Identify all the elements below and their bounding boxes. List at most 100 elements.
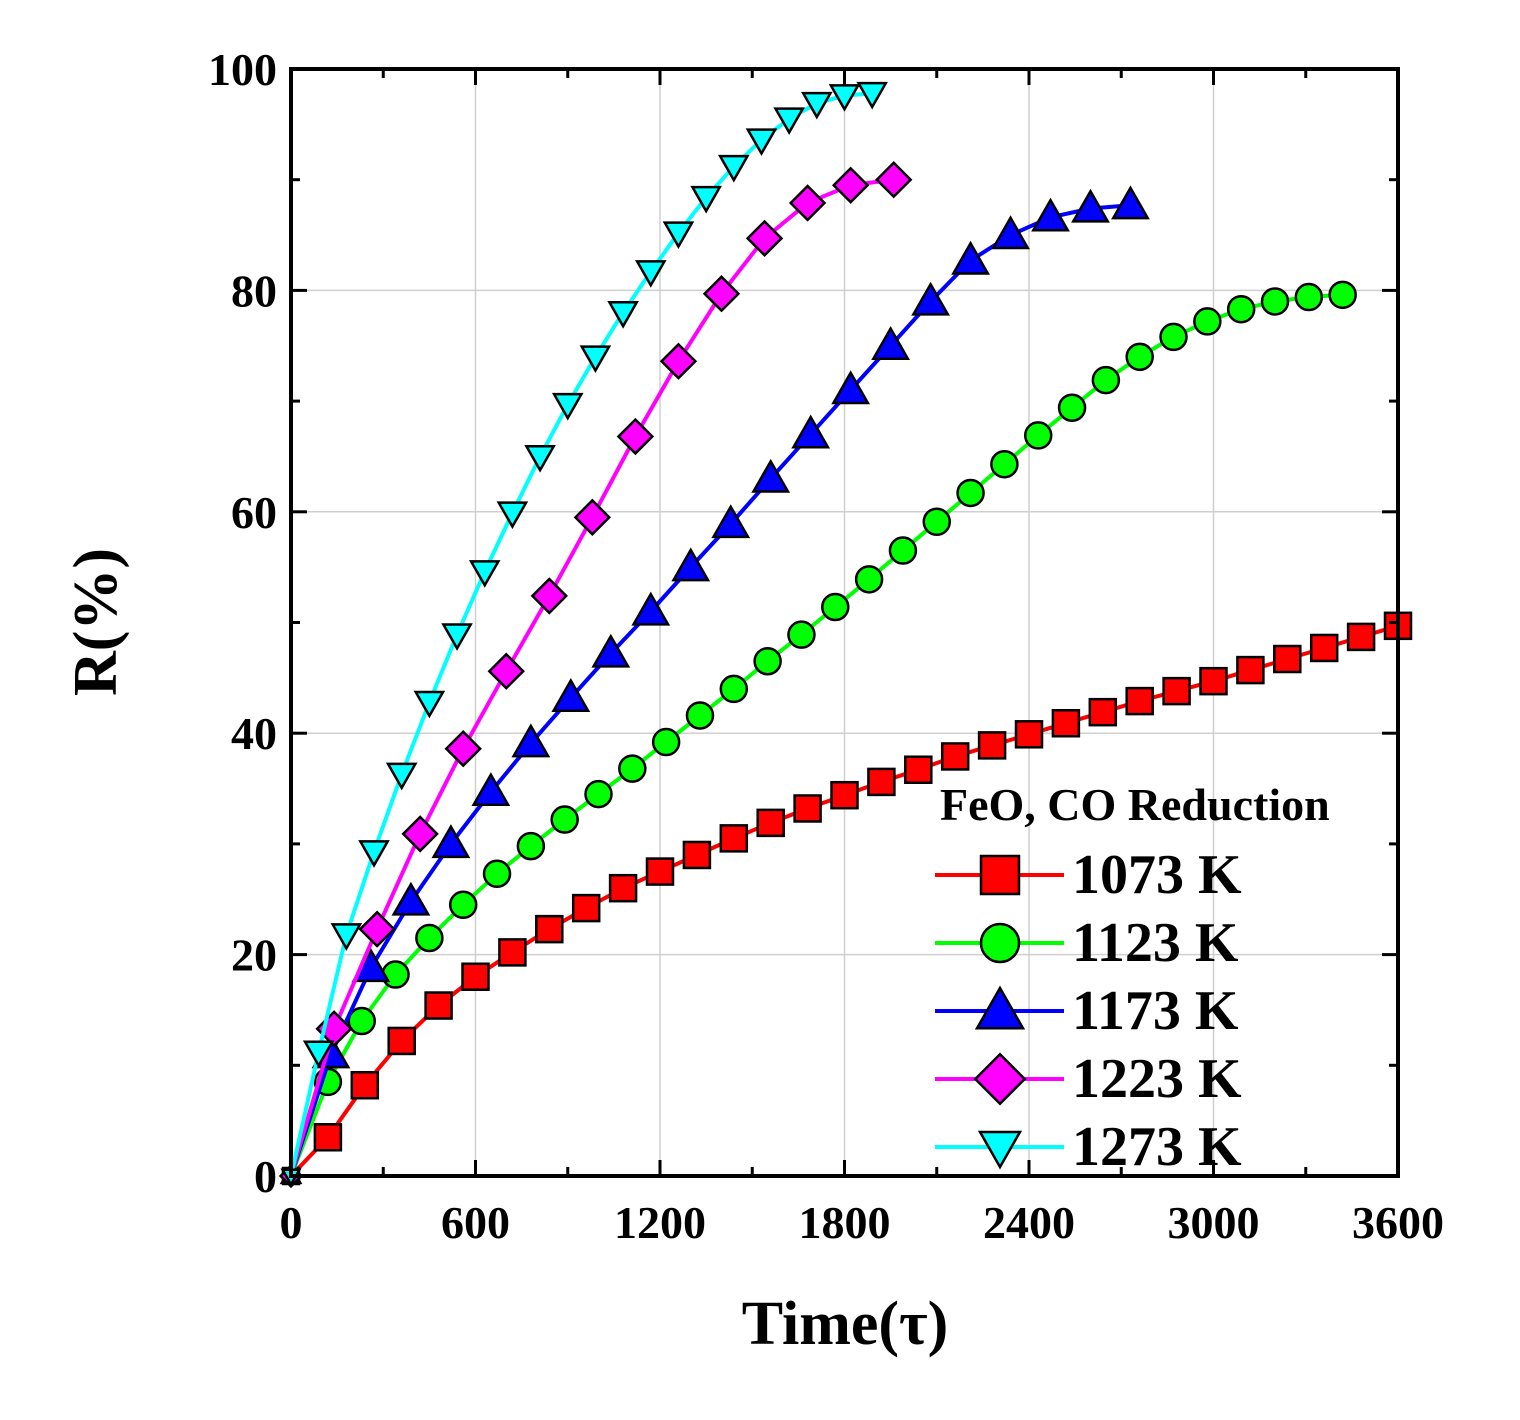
data-point xyxy=(468,560,501,588)
data-point xyxy=(753,646,782,676)
data-point xyxy=(991,215,1030,250)
data-point xyxy=(1057,393,1087,422)
data-point xyxy=(431,824,471,859)
legend-title: FeO, CO Reduction xyxy=(940,779,1330,830)
data-point xyxy=(391,881,431,916)
data-point xyxy=(719,824,749,853)
data-point xyxy=(550,805,579,834)
data-point xyxy=(571,893,601,923)
data-point xyxy=(1125,342,1154,372)
data-point xyxy=(745,128,778,157)
data-point xyxy=(1071,188,1110,223)
data-point xyxy=(940,742,970,771)
data-point xyxy=(1125,686,1154,716)
data-point xyxy=(516,831,546,861)
data-point xyxy=(756,808,785,838)
data-point xyxy=(350,1070,380,1100)
data-point xyxy=(524,444,556,473)
x-tick-label: 1200 xyxy=(614,1197,706,1248)
data-point xyxy=(788,184,827,222)
data-point xyxy=(424,991,453,1020)
data-point xyxy=(401,815,439,853)
data-point xyxy=(682,840,712,870)
data-point xyxy=(330,923,363,951)
data-point xyxy=(511,723,551,758)
legend-label: 1223 K xyxy=(1072,1048,1242,1110)
data-point xyxy=(1226,294,1256,324)
data-point xyxy=(719,674,749,704)
legend-marker xyxy=(977,1130,1023,1170)
data-point xyxy=(535,914,564,944)
data-point xyxy=(1273,644,1302,674)
data-point xyxy=(1260,287,1290,316)
ticks: 0 600 1200 1800 2400 3000 3600 0 20 40 60 80 100 xyxy=(208,44,1444,1248)
y-tick-label: 60 xyxy=(231,487,277,538)
data-point xyxy=(1346,622,1376,652)
data-point xyxy=(441,623,473,651)
data-point xyxy=(530,577,568,615)
grid xyxy=(291,69,1398,1176)
data-point xyxy=(1088,697,1118,727)
data-point xyxy=(444,730,482,768)
data-point xyxy=(413,690,446,719)
data-point xyxy=(867,767,896,797)
data-point xyxy=(821,592,850,622)
data-point xyxy=(904,755,933,784)
data-point xyxy=(856,81,888,110)
x-tick-label: 2400 xyxy=(983,1197,1075,1248)
data-point xyxy=(717,154,750,183)
data-point xyxy=(659,342,698,380)
data-point xyxy=(922,507,951,537)
data-point xyxy=(551,392,584,421)
series-1073-k xyxy=(281,611,1413,1186)
data-point xyxy=(387,1026,416,1056)
data-point xyxy=(690,185,722,214)
legend-label: 1273 K xyxy=(1072,1116,1242,1178)
data-point xyxy=(871,325,911,360)
data-point xyxy=(608,873,638,903)
data-point xyxy=(591,633,631,668)
data-point xyxy=(793,794,822,823)
data-point xyxy=(1162,676,1191,706)
data-point xyxy=(773,107,805,135)
data-point xyxy=(1236,655,1265,685)
series-line xyxy=(289,203,1131,1177)
data-point xyxy=(579,345,612,373)
legend-label: 1073 K xyxy=(1072,844,1242,906)
y-tick-label: 80 xyxy=(231,265,277,316)
data-point xyxy=(791,414,831,449)
legend-marker xyxy=(973,1052,1027,1106)
data-point xyxy=(573,498,612,537)
data-point xyxy=(1111,185,1150,220)
x-tick-label: 3000 xyxy=(1168,1197,1260,1248)
legend-marker xyxy=(974,985,1026,1030)
series-1123-k xyxy=(281,280,1357,1186)
legend-marker xyxy=(979,854,1021,896)
y-tick-label: 0 xyxy=(254,1151,277,1202)
legend-item: 1223 K xyxy=(935,1048,1242,1110)
data-point xyxy=(787,620,816,649)
data-point xyxy=(854,565,884,594)
data-point xyxy=(385,762,418,791)
data-point xyxy=(875,161,913,199)
data-point xyxy=(830,780,859,810)
data-point xyxy=(1199,666,1228,696)
legend-item: 1173 K xyxy=(935,980,1239,1042)
y-axis-title: R(%) xyxy=(62,548,130,696)
data-point xyxy=(498,938,527,967)
data-point xyxy=(645,857,675,886)
series-1223-k xyxy=(278,161,913,1189)
data-point xyxy=(1294,282,1324,312)
y-tick-label: 100 xyxy=(208,44,277,95)
data-point xyxy=(1193,307,1222,336)
data-point xyxy=(662,221,695,250)
data-point xyxy=(347,1006,376,1036)
data-point xyxy=(381,960,410,989)
data-point xyxy=(751,458,791,493)
data-point xyxy=(1091,365,1121,395)
data-point xyxy=(496,501,529,530)
data-point xyxy=(482,859,512,889)
data-point xyxy=(1014,720,1044,749)
